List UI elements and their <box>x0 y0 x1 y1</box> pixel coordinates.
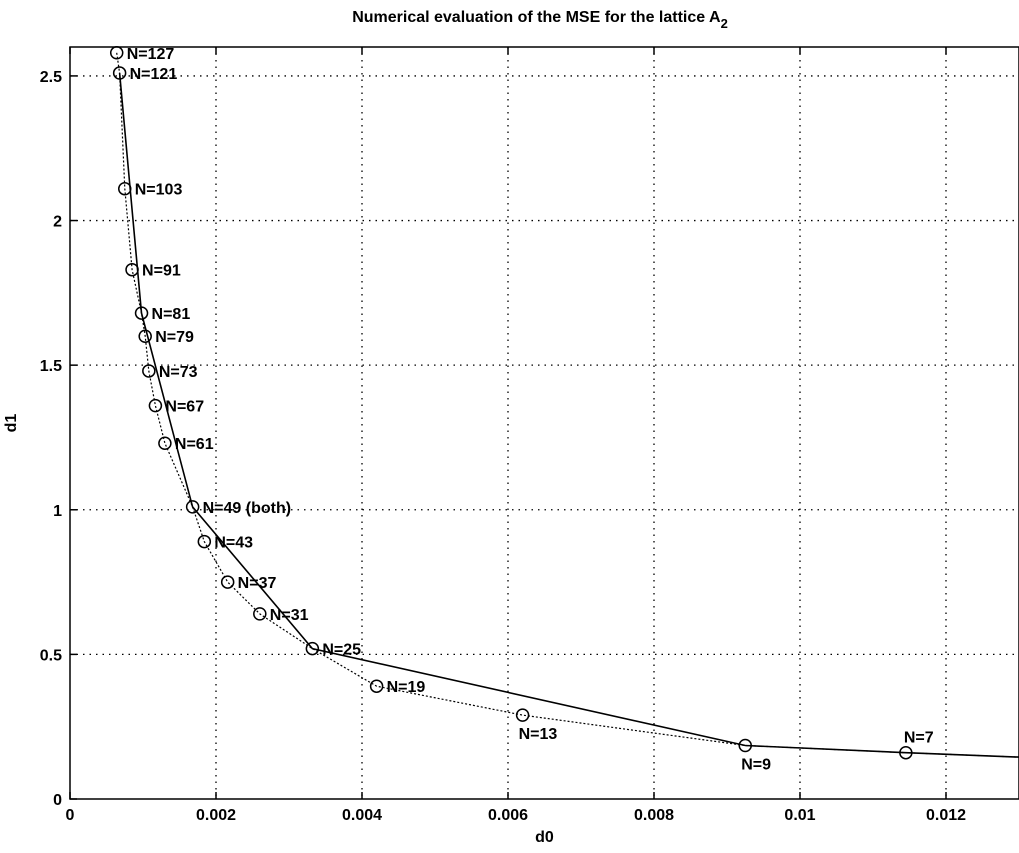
y-tick-label: 1.5 <box>40 358 62 375</box>
x-tick-label: 0.002 <box>196 807 236 824</box>
data-point-marker <box>197 534 212 549</box>
point-label: N=67 <box>165 399 204 416</box>
point-label: N=103 <box>135 182 183 199</box>
data-point-marker <box>899 745 913 760</box>
data-point-marker <box>125 262 139 277</box>
data-point-marker <box>138 329 152 343</box>
data-point-marker <box>220 575 235 589</box>
point-label: N=49 (both) <box>203 500 291 517</box>
y-tick-label: 1 <box>53 503 62 520</box>
x-tick-label: 0.01 <box>784 807 815 824</box>
x-tick-label: 0 <box>66 807 75 824</box>
point-label: N=25 <box>322 642 361 659</box>
x-tick-label: 0.004 <box>342 807 382 824</box>
point-label: N=7 <box>904 730 934 747</box>
solid-series-line <box>118 72 1019 758</box>
point-label: N=9 <box>741 756 771 773</box>
data-point-marker <box>369 679 384 693</box>
axis-ticks: 0 0.002 0.004 0.006 0.008 0.01 0.012 0 0.5 1 1.5 2 2… <box>40 47 966 824</box>
point-label: N=91 <box>142 263 181 280</box>
data-point-marker <box>142 364 156 378</box>
point-labels: N=127 N=121 N=103 N=91 N=81 N=79 N=73 N=67 N=61 N… <box>127 46 934 774</box>
data-point-marker <box>134 306 149 320</box>
data-point-marker <box>515 708 530 722</box>
dotted-series-line <box>116 52 1019 758</box>
chart-title-main: Numerical evaluation of the MSE for the … <box>352 9 721 26</box>
point-label: N=61 <box>175 436 214 453</box>
point-label: N=127 <box>127 46 175 63</box>
y-tick-label: 2.5 <box>40 69 62 86</box>
point-label: N=13 <box>519 726 558 743</box>
x-tick-label: 0.008 <box>634 807 674 824</box>
point-markers <box>109 46 913 760</box>
y-axis-label: d1 <box>3 414 20 433</box>
point-label: N=37 <box>238 575 277 592</box>
data-point-marker <box>109 46 124 60</box>
point-label: N=43 <box>214 535 253 552</box>
point-label: N=19 <box>387 679 426 696</box>
point-label: N=81 <box>152 306 191 323</box>
data-point-marker <box>305 641 320 656</box>
x-tick-label: 0.006 <box>488 807 528 824</box>
point-label: N=31 <box>270 607 309 624</box>
data-point-marker <box>112 66 127 80</box>
point-label: N=79 <box>155 329 194 346</box>
chart-title: Numerical evaluation of the MSE for the … <box>352 9 728 31</box>
data-point-marker <box>185 500 200 514</box>
data-point-marker <box>738 738 752 753</box>
point-label: N=73 <box>159 364 198 381</box>
y-tick-label: 0 <box>53 792 62 809</box>
grid-lines <box>70 47 1019 799</box>
x-tick-label: 0.012 <box>926 807 966 824</box>
y-tick-label: 2 <box>53 214 62 231</box>
data-point-marker <box>253 607 267 621</box>
point-label: N=121 <box>130 66 178 83</box>
series-group <box>116 52 1019 758</box>
plot-area <box>69 46 1019 800</box>
x-axis-label: d0 <box>535 829 554 846</box>
chart-title-subscript: 2 <box>721 16 728 31</box>
data-point-marker <box>158 436 172 450</box>
y-tick-label: 0.5 <box>40 647 62 664</box>
data-point-marker <box>118 181 132 196</box>
data-point-marker <box>148 398 163 413</box>
